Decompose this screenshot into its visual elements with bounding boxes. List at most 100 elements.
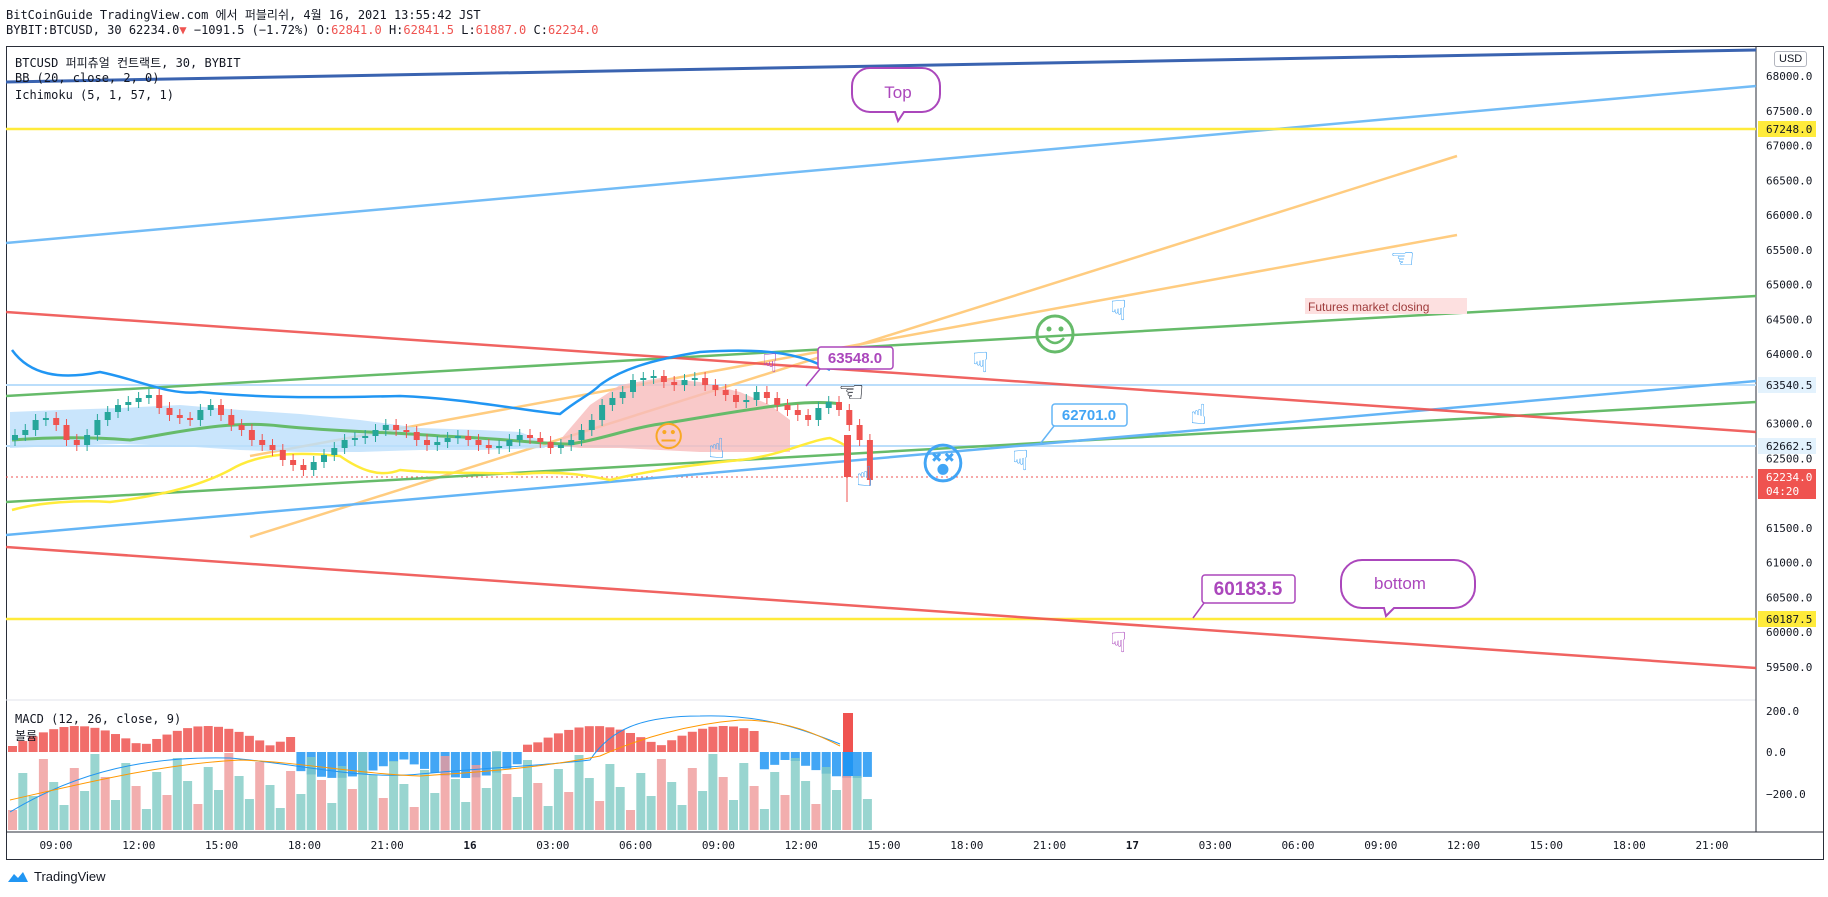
green-trendline-lower[interactable] <box>5 400 1757 504</box>
chart-frame[interactable] <box>6 46 1824 860</box>
macd-histogram-bar <box>780 752 790 760</box>
price-change: −1091.5 (−1.72%) <box>193 23 310 37</box>
candle-body <box>836 402 842 410</box>
candle-body <box>331 448 338 455</box>
legend-symbol[interactable]: BTCUSD 퍼피츄얼 컨트랙트, 30, BYBIT <box>15 56 241 70</box>
macd-histogram-bar <box>69 726 79 752</box>
volume-bar <box>162 795 172 830</box>
macd-histogram-bar <box>234 731 244 752</box>
dizzy-face-icon[interactable]: 😵 <box>920 439 966 490</box>
volume-bar <box>90 754 100 830</box>
callouts[interactable]: Top bottom Futures market closing 63548.… <box>805 67 1476 619</box>
candle-body <box>774 398 781 405</box>
volume-bar <box>59 805 69 830</box>
volume-bar <box>28 796 38 830</box>
candle-body <box>630 380 636 392</box>
macd-histogram-bar <box>729 726 738 752</box>
icon-markers[interactable]: 😐 😵 ☟ ☜ ☝ ☝ ☟ ☟ ☟ ☝ ☜ ☟ <box>653 242 1415 659</box>
macd-histogram-bar <box>626 732 635 752</box>
candlesticks[interactable] <box>12 370 873 502</box>
macd-histogram-bar <box>759 752 769 770</box>
volume-bar <box>378 798 388 830</box>
smiley-face-icon[interactable] <box>1035 314 1075 354</box>
legend-macd[interactable]: MACD (12, 26, close, 9) <box>15 712 182 726</box>
volume-bar <box>780 795 790 830</box>
neutral-face-icon[interactable]: 😐 <box>653 420 684 455</box>
volume-bar <box>440 756 450 830</box>
candle-body <box>805 415 812 420</box>
label-62701-box[interactable] <box>1051 403 1128 427</box>
label-60183-box[interactable] <box>1201 574 1296 604</box>
macd-histogram-bar <box>121 738 131 752</box>
drawings-layer[interactable] <box>5 48 1757 670</box>
volume-bar <box>708 754 718 830</box>
candle-body <box>156 395 163 408</box>
pointing-hand-icon-blue-6[interactable]: ☝ <box>1190 398 1207 431</box>
candle-body <box>763 392 770 398</box>
pointing-hand-icon-blue-3[interactable]: ☟ <box>972 346 989 379</box>
volume-bar <box>49 782 59 830</box>
price-tick-label: 65000.0 <box>1766 279 1812 292</box>
pointing-hand-icon-blue-7[interactable]: ☜ <box>1390 242 1415 275</box>
macd-histogram-bar <box>615 729 625 752</box>
candle-body <box>310 462 317 470</box>
macd-histogram-bar <box>337 752 347 778</box>
volume-bar <box>481 788 491 830</box>
pointing-hand-icon-blue-2[interactable]: ☝ <box>856 460 873 493</box>
volume-bar <box>141 809 151 830</box>
pointing-hand-icon-purple[interactable]: ☟ <box>762 349 778 379</box>
macd-histogram-bar <box>790 752 800 761</box>
candle-body <box>372 430 379 436</box>
volume-bar <box>553 769 563 830</box>
time-tick-label: 15:00 <box>867 839 900 852</box>
candle-body <box>619 392 626 398</box>
orange-trendline-lower[interactable] <box>249 233 1458 458</box>
currency-label[interactable]: USD <box>1774 51 1808 67</box>
volume-bar <box>358 752 368 830</box>
light-blue-trendline-upper[interactable] <box>5 84 1757 245</box>
candle-body <box>259 440 266 445</box>
legend-volume[interactable]: 볼륨 <box>15 729 38 743</box>
macd-histogram-bar <box>667 740 677 752</box>
candle-body <box>475 440 482 445</box>
legend-ichimoku[interactable]: Ichimoku (5, 1, 57, 1) <box>15 88 174 102</box>
top-callout[interactable] <box>851 67 941 124</box>
volume-bar <box>286 771 296 830</box>
pointing-hand-icon-blue-4[interactable]: ☟ <box>1012 444 1029 477</box>
futures-note-box[interactable] <box>1305 298 1467 314</box>
macd-pane[interactable] <box>8 713 872 830</box>
volume-bar <box>615 787 625 830</box>
candle-body <box>362 436 369 438</box>
time-axis[interactable]: 09:00 12:00 15:00 18:00 21:00 16 03:00 06:00 09:… <box>39 839 1728 852</box>
light-blue-trendline-lower[interactable] <box>5 379 1757 537</box>
pointing-hand-icon-purple-2[interactable]: ☟ <box>1110 626 1127 659</box>
bottom-callout[interactable] <box>1340 559 1476 618</box>
candle-body <box>578 430 585 440</box>
legend-bb[interactable]: BB (20, close, 2, 0) <box>15 71 160 85</box>
pointing-hand-icon-blue-1[interactable]: ☝ <box>708 432 725 465</box>
volume-bar <box>656 759 666 830</box>
price-axis[interactable]: 68000.0 67500.0 67000.0 66500.0 66000.0 65500… <box>1758 70 1816 801</box>
macd-tick-label: 200.0 <box>1766 705 1799 718</box>
candle-body <box>125 402 132 405</box>
candle-body <box>248 430 255 440</box>
macd-histogram-bar <box>49 729 59 752</box>
candle-body <box>197 410 204 420</box>
green-trendline-upper[interactable] <box>5 294 1757 398</box>
red-trendline-upper[interactable] <box>5 310 1757 434</box>
volume-bar <box>152 772 162 830</box>
volume-bar <box>317 780 326 830</box>
candle-body <box>424 440 430 445</box>
signal-line <box>9 719 841 801</box>
label-63548-box[interactable] <box>817 346 894 370</box>
pointing-hand-icon-black[interactable]: ☜ <box>838 375 865 410</box>
price-tag-label: 04:20 <box>1766 485 1799 498</box>
time-tick-label: 09:00 <box>702 839 735 852</box>
candle-body <box>866 440 873 480</box>
pointing-hand-icon-blue-5[interactable]: ☟ <box>1110 294 1127 327</box>
macd-histogram-bar <box>636 737 646 752</box>
red-trendline-lower[interactable] <box>5 545 1757 670</box>
volume-bar <box>739 763 749 830</box>
navy-trendline[interactable] <box>5 48 1757 84</box>
